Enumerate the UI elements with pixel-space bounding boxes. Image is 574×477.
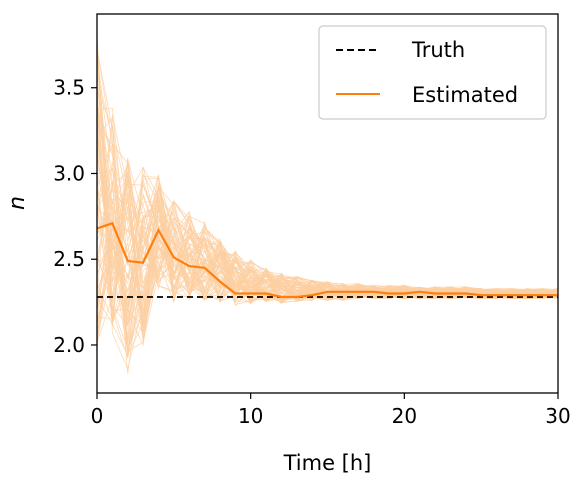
ensemble-line — [97, 124, 558, 301]
legend: Truth Estimated — [318, 25, 547, 120]
series-line-estimated — [97, 221, 558, 299]
ensemble-line — [97, 129, 558, 304]
y-axis-title: n — [5, 196, 30, 210]
legend-label-estimated: Estimated — [412, 83, 518, 107]
ensemble-line — [97, 188, 558, 360]
plot-frame — [96, 13, 559, 394]
x-tick-label: 0 — [91, 404, 104, 428]
ensemble-line — [97, 201, 558, 356]
y-tick-label: 3.5 — [53, 76, 85, 100]
y-tick-label: 2.5 — [53, 247, 85, 271]
x-tick-label: 10 — [238, 404, 263, 428]
legend-label-truth: Truth — [411, 38, 465, 62]
ensemble-line — [97, 195, 558, 310]
series-layer — [97, 221, 558, 299]
x-axis-title: Time [h] — [283, 451, 372, 475]
ensemble-line — [97, 120, 558, 324]
x-tick-label: 30 — [545, 404, 570, 428]
axis-ticks: 0 10 20 30 2.0 2.5 3.0 3.5 — [53, 76, 571, 428]
y-tick-label: 3.0 — [53, 161, 85, 185]
y-tick-label: 2.0 — [53, 333, 85, 357]
x-tick-label: 20 — [392, 404, 417, 428]
ensemble-line — [97, 174, 558, 358]
